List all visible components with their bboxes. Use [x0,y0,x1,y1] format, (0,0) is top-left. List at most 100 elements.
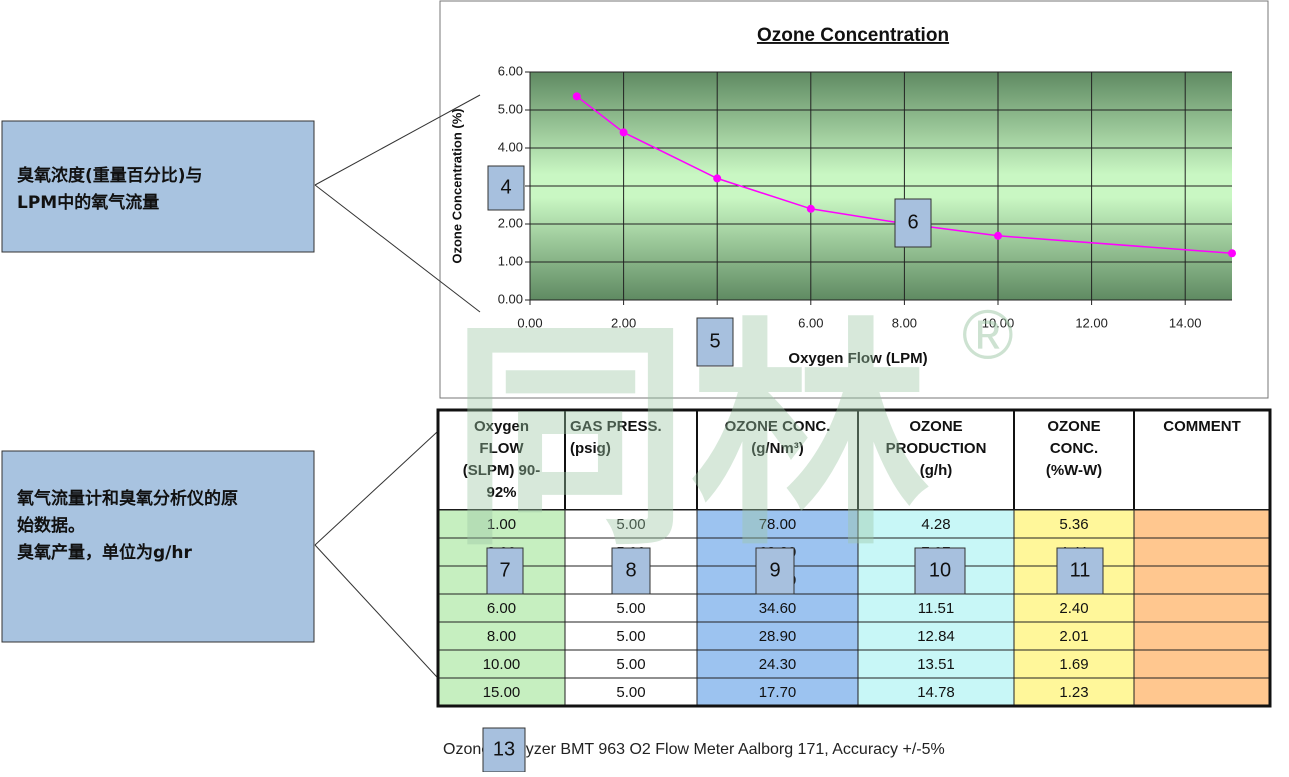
badge-label: 7 [499,559,510,581]
header-text: Oxygen [474,418,529,435]
table-cell [696,649,859,679]
cell-text: 1.00 [487,516,516,533]
data-point [806,204,815,213]
watermark-mark: ® [962,295,1014,373]
header-text: CONC. [1050,440,1098,457]
badge [894,198,932,248]
data-point [713,174,722,183]
badge [487,165,525,211]
cell-text: 17.70 [759,684,797,701]
cell-text: 8.00 [487,628,516,645]
chart-title: Ozone Concentration [757,25,949,46]
callout-line [314,94,481,186]
cell-text: 5.00 [616,684,645,701]
badge-label: 4 [500,176,511,198]
table-cell [1013,593,1135,623]
data-point [619,128,628,137]
cell-text: 4.28 [921,516,950,533]
badge-label: 13 [493,738,515,760]
y-tick-label: 5.00 [498,101,523,116]
cell-text: 11.51 [918,600,954,617]
table-cell [857,649,1015,679]
header-text: OZONE [1047,418,1100,435]
badge-label: 5 [709,330,720,352]
cell-text: 5.00 [616,628,645,645]
callout-line [314,419,451,546]
callout-text: 氧气流量计和臭氧分析仪的原 [16,488,238,509]
y-tick-label: 6.00 [498,63,523,78]
x-tick-label: 6.00 [798,315,823,330]
table-cell [1133,649,1271,679]
watermark: 同林 [450,298,930,578]
header-text: (SLPM) 90- [463,462,541,479]
y-tick-label: 2.00 [498,215,523,230]
table-cell [696,677,859,707]
y-tick-label: 0.00 [498,291,523,306]
cell-text: 1.23 [1059,684,1088,701]
table-cell [1133,537,1271,567]
table-cell [1133,509,1271,539]
cell-text: 2.01 [1059,628,1088,645]
table-cell [696,593,859,623]
table-cell [1133,593,1271,623]
badge-label: 9 [769,559,780,581]
data-point [994,231,1002,240]
header-text: (psig) [570,440,611,457]
header-text: (g/Nm³) [751,440,804,457]
badge-label: 11 [1070,559,1091,581]
footer-note: Ozone Analyzer BMT 963 O2 Flow Meter Aal… [443,741,945,758]
callout-box [1,450,315,643]
callout-text: 臭氧浓度(重量百分比)与 [17,165,203,186]
table-cell [1133,565,1271,595]
header-cell [857,409,1015,511]
cell-text: 5.36 [1059,516,1088,533]
cell-text: 28.90 [759,628,797,645]
callout-text: 臭氧产量，单位为g/hr [17,542,192,563]
table-cell [437,649,566,679]
table-cell [1133,677,1271,707]
badge [611,547,651,595]
header-cell [1013,409,1135,511]
header-cell [696,409,859,511]
cell-text: 34.60 [759,600,797,617]
x-tick-label: 2.00 [611,315,636,330]
badge-label: 8 [625,559,636,581]
cell-text: 2.40 [1059,600,1088,617]
x-tick-label: 8.00 [892,315,917,330]
table-cell [696,509,859,539]
header-cell [564,409,698,511]
badge [486,547,524,595]
header-text: PRODUCTION [886,440,987,457]
x-tick-label: 10.00 [982,315,1015,330]
x-tick-label: 0.00 [517,315,542,330]
table-cell [1013,677,1135,707]
cell-text: 1.69 [1059,656,1088,673]
callout-text: 始数据。 [17,515,85,536]
data-point [1228,249,1236,258]
badge [755,547,795,595]
header-text: 92% [486,484,516,501]
cell-text: 5.00 [616,516,645,533]
header-text: (%W-W) [1046,462,1102,479]
callout-line [314,544,461,703]
callout-box [1,120,315,253]
table-cell [564,593,698,623]
cell-text: 15.00 [483,684,521,701]
cell-text: 24.30 [759,656,797,673]
cell-text: 6.00 [487,600,516,617]
header-text: COMMENT [1163,418,1241,435]
header-text: OZONE CONC. [725,418,831,435]
header-text: FLOW [479,440,524,457]
table-cell [564,509,698,539]
cell-text: 78.00 [759,516,797,533]
badge [1056,547,1104,595]
cell-text: 5.00 [616,600,645,617]
cell-text: 5.00 [616,656,645,673]
data-point [572,92,581,101]
table-cell [1013,621,1135,651]
table-cell [1013,649,1135,679]
callout-line [314,184,481,313]
x-axis-label: Oxygen Flow (LPM) [788,350,927,367]
